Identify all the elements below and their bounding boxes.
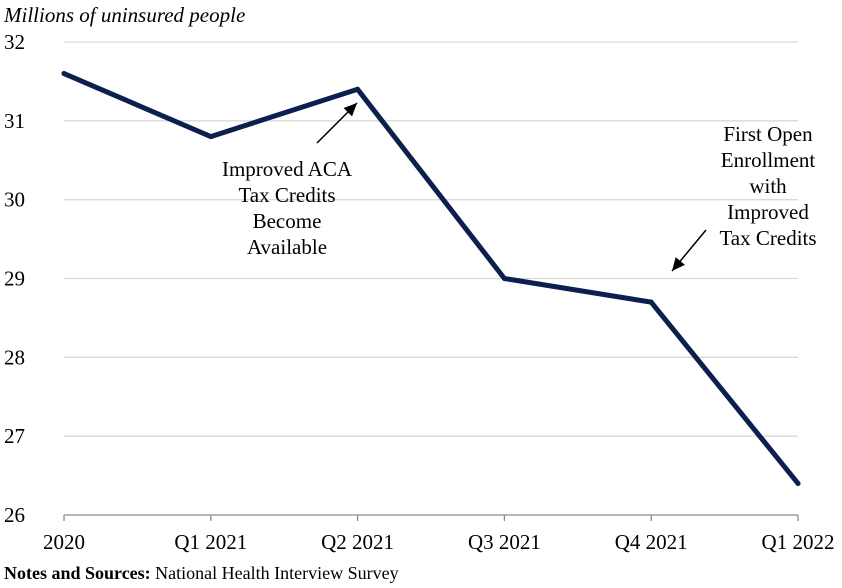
arrowhead-icon xyxy=(343,103,357,117)
annotation-text: Become xyxy=(253,209,322,233)
x-tick-label: Q2 2021 xyxy=(321,530,394,554)
data-point xyxy=(208,134,214,140)
series-line xyxy=(61,71,801,486)
x-axis: 2020 Q1 2021 Q2 2021 Q3 2021 Q4 2021 Q1 2022 xyxy=(43,514,835,554)
annotation-text: First Open xyxy=(723,122,813,146)
annotation-text: with xyxy=(749,174,787,198)
y-axis-tick-labels: 26 27 28 29 30 31 32 xyxy=(4,30,25,527)
annotation-text: Tax Credits xyxy=(719,226,816,250)
annotation-text: Improved ACA xyxy=(222,157,353,181)
data-point xyxy=(648,299,654,305)
x-tick-label: Q1 2021 xyxy=(174,530,247,554)
line-chart: 26 27 28 29 30 31 32 2020 Q1 2021 Q2 2021 Q3 2021… xyxy=(4,30,835,554)
notes-and-sources: Notes and Sources: National Health Inter… xyxy=(4,563,399,584)
data-point xyxy=(501,276,507,281)
y-tick-label: 27 xyxy=(4,424,25,448)
annotation-text: Improved xyxy=(727,200,809,224)
data-point xyxy=(355,86,361,92)
arrowhead-icon xyxy=(672,257,685,271)
x-tick-label: Q1 2022 xyxy=(762,530,835,554)
y-axis-units-label: Millions of uninsured people xyxy=(4,3,246,27)
x-tick-label: Q3 2021 xyxy=(468,530,541,554)
gridlines xyxy=(64,41,798,437)
y-tick-label: 31 xyxy=(4,109,25,133)
x-tick-label: Q4 2021 xyxy=(615,530,688,554)
notes-label: Notes and Sources: xyxy=(4,563,151,583)
series-lines xyxy=(61,71,801,486)
y-tick-label: 28 xyxy=(4,345,25,369)
y-tick-label: 30 xyxy=(4,188,25,212)
annotation-text: Available xyxy=(247,235,327,259)
data-point xyxy=(61,71,67,77)
annotation-text: Enrollment xyxy=(721,148,816,172)
y-tick-label: 32 xyxy=(4,30,25,54)
x-tick-label: 2020 xyxy=(43,530,85,554)
notes-text: National Health Interview Survey xyxy=(150,563,399,583)
y-tick-label: 26 xyxy=(4,503,25,527)
annotation-text: Tax Credits xyxy=(238,183,335,207)
y-tick-label: 29 xyxy=(4,267,25,291)
data-point xyxy=(795,480,801,486)
